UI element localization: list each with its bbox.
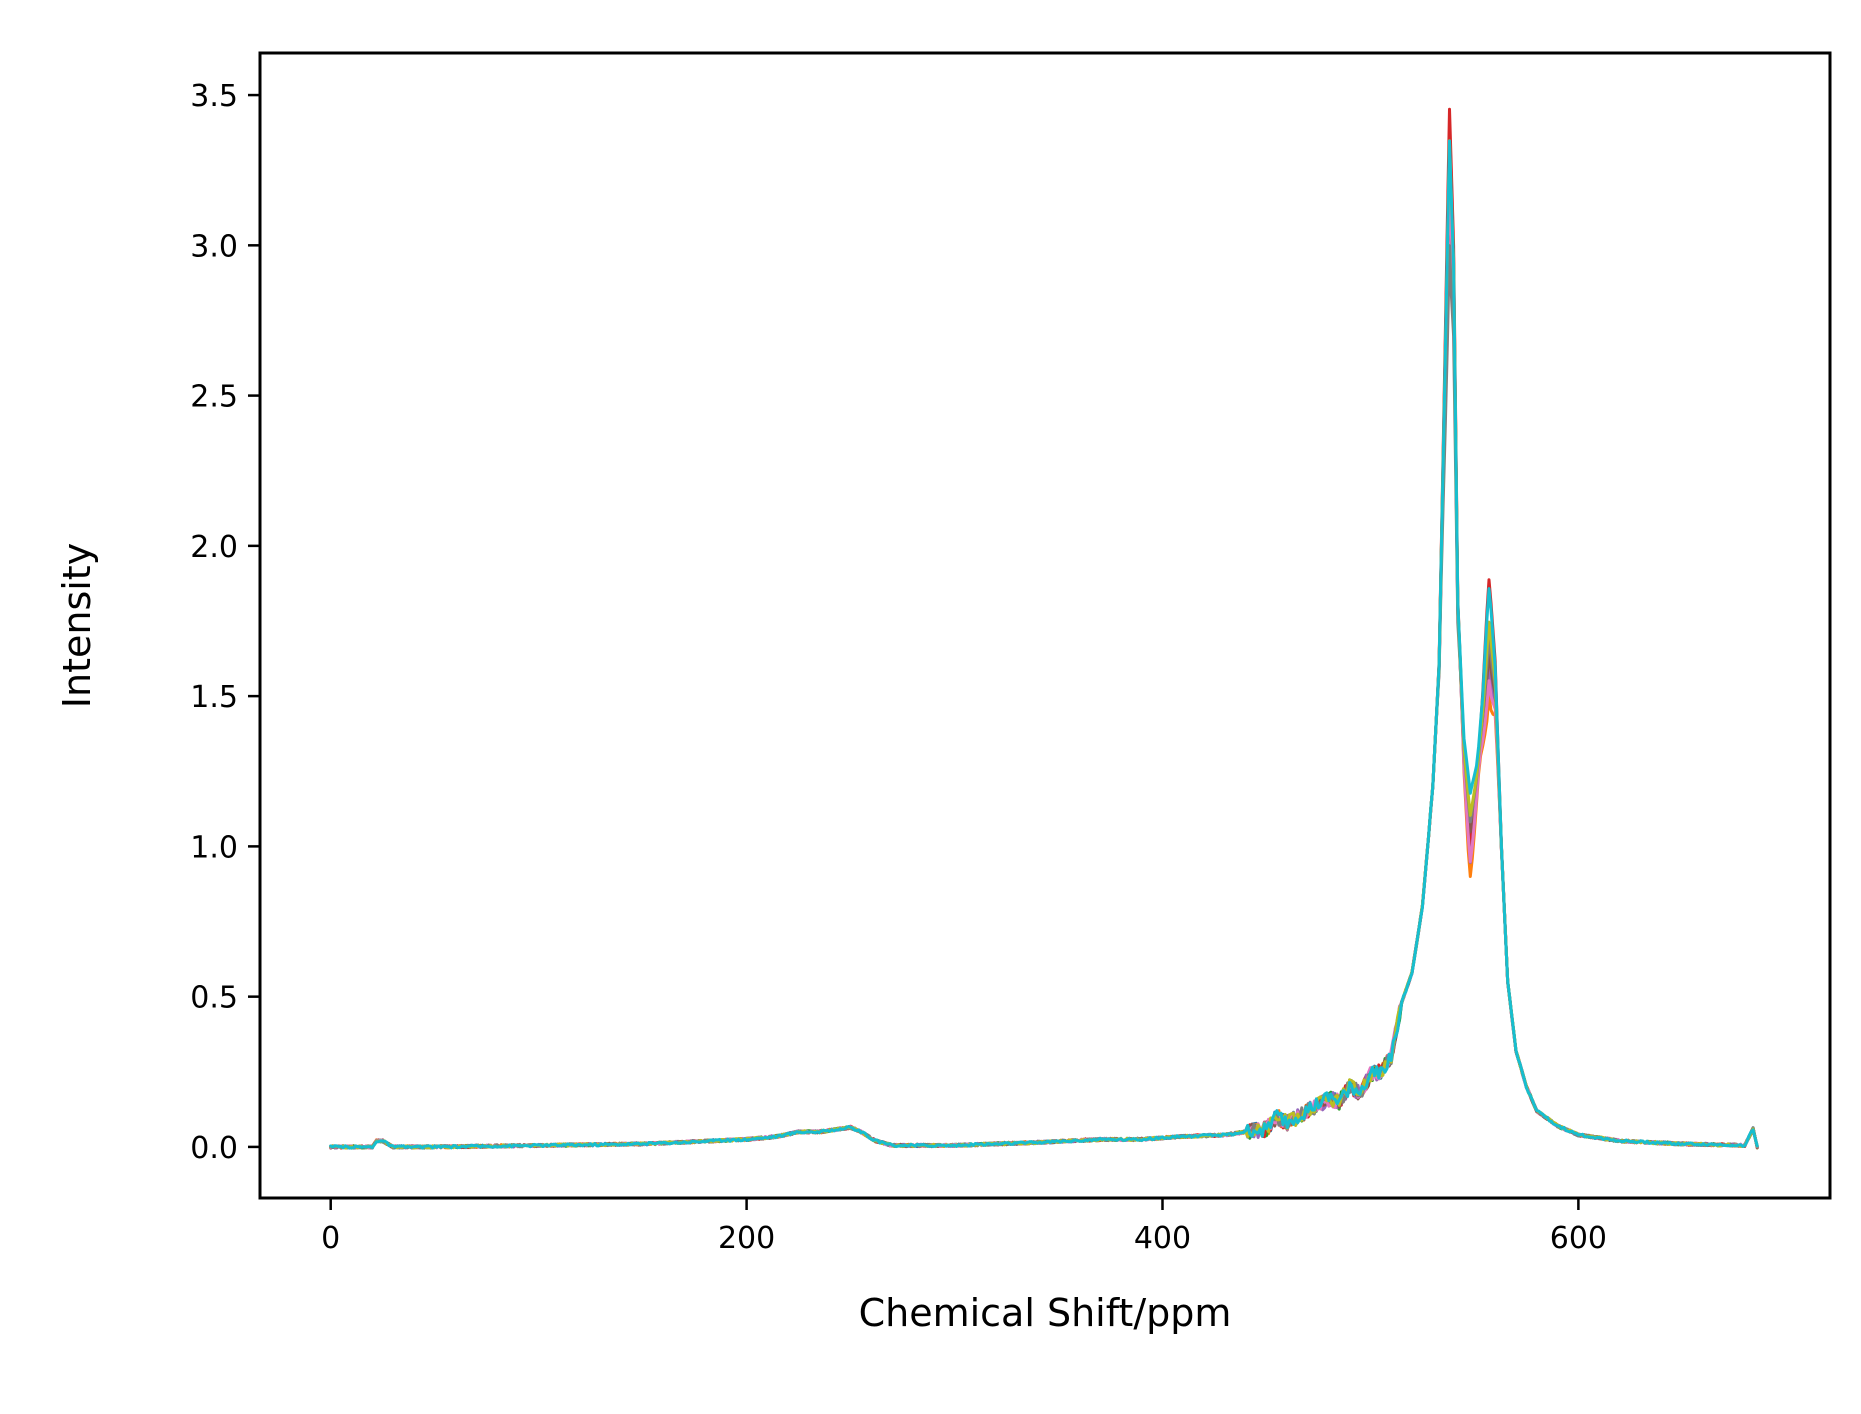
y-tick-label: 2.5 bbox=[190, 380, 238, 415]
y-tick-label: 0.5 bbox=[190, 981, 238, 1016]
x-tick-label: 0 bbox=[321, 1221, 340, 1256]
y-tick-label: 1.0 bbox=[190, 830, 238, 865]
y-tick-label: 1.5 bbox=[190, 680, 238, 715]
x-tick-label: 400 bbox=[1134, 1221, 1191, 1256]
y-tick-label: 3.0 bbox=[190, 229, 238, 264]
plot-area bbox=[329, 107, 1759, 1150]
y-axis-label: Intensity bbox=[55, 543, 99, 708]
y-tick-label: 3.5 bbox=[190, 79, 238, 114]
axes-frame bbox=[258, 51, 1832, 1200]
series-group bbox=[329, 107, 1759, 1150]
y-axis: 0.0 0.5 1.0 1.5 2.0 2.5 3.0 3.5 bbox=[190, 79, 260, 1166]
x-tick-label: 600 bbox=[1550, 1221, 1607, 1256]
y-tick-label: 0.0 bbox=[190, 1131, 238, 1166]
x-axis: 0 200 400 600 bbox=[321, 1198, 1607, 1256]
spectrum-line bbox=[329, 139, 1759, 1150]
x-axis-label: Chemical Shift/ppm bbox=[859, 1291, 1232, 1335]
y-tick-label: 2.0 bbox=[190, 530, 238, 565]
x-tick-label: 200 bbox=[718, 1221, 775, 1256]
